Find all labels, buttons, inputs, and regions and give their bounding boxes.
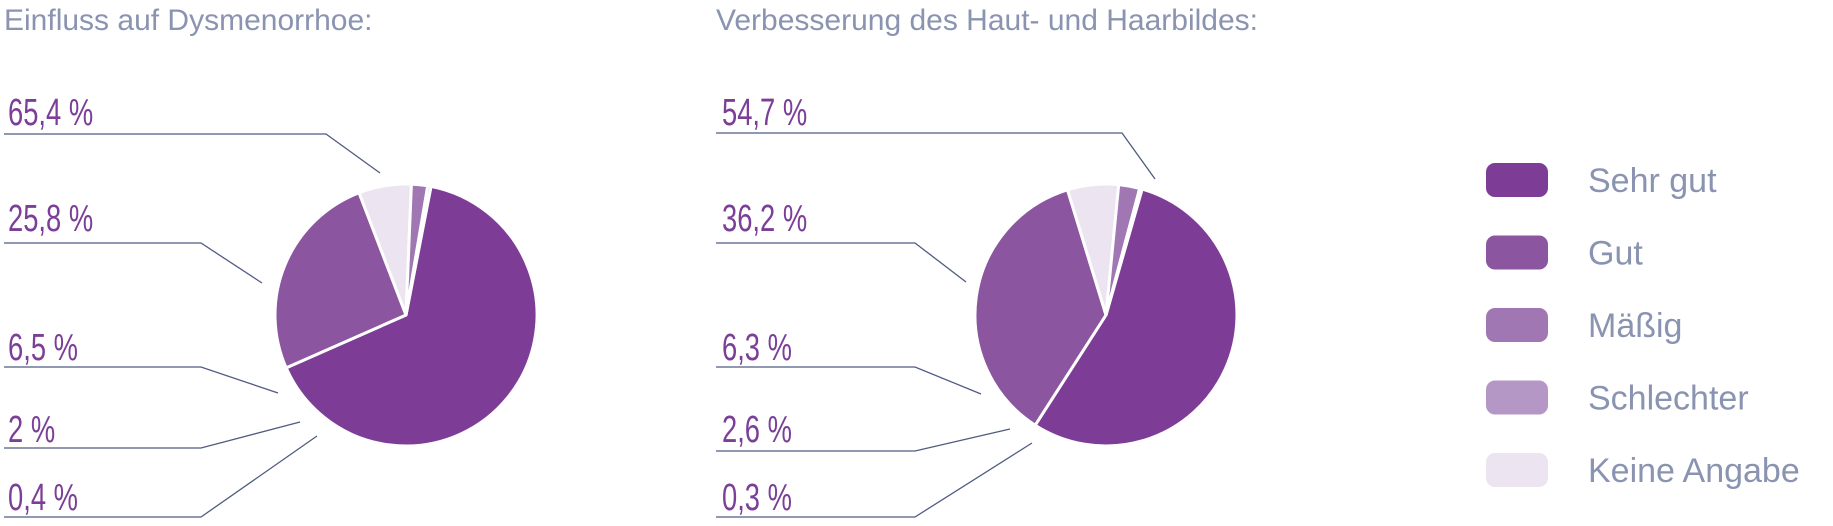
pie-slice-sehr-gut: [1033, 187, 1239, 448]
legend-label: Keine Angabe: [1588, 452, 1800, 490]
leader-line: [4, 242, 263, 284]
legend-label: Gut: [1588, 235, 1643, 273]
legend-item-sehr-gut: Sehr gut: [1486, 162, 1717, 200]
slice-value-label: 65,4 %: [8, 92, 93, 134]
slice-value-label: 2 %: [8, 409, 55, 451]
slice-value-label: 0,3 %: [722, 477, 792, 519]
leader-line: [4, 435, 318, 518]
pie-slice-sehr-gut: [284, 184, 539, 448]
leader-line: [716, 428, 1011, 452]
legend-item-keine-angabe: Keine Angabe: [1486, 452, 1800, 490]
slice-value-label: 54,7 %: [722, 92, 807, 134]
pie-slice-schlechter: [404, 184, 433, 317]
slice-value-label: 0,4 %: [8, 477, 78, 519]
legend-item-gut: Gut: [1486, 235, 1643, 273]
legend-item-schlechter: Schlechter: [1486, 380, 1749, 418]
slice-value-label: 2,6 %: [722, 409, 792, 451]
leader-line: [716, 132, 1156, 180]
leader-line: [716, 242, 967, 283]
leader-line: [716, 442, 1033, 518]
leader-line: [716, 366, 982, 395]
slice-value-label: 6,5 %: [8, 327, 78, 369]
legend-swatch: [1486, 453, 1548, 487]
legend-swatch: [1486, 235, 1548, 270]
legend-label: Sehr gut: [1588, 162, 1717, 200]
chart-title: Einfluss auf Dysmenorrhoe:: [4, 4, 373, 37]
slice-value-label: 36,2 %: [722, 198, 807, 240]
leader-line: [4, 421, 301, 449]
legend-swatch: [1486, 380, 1548, 415]
pie-slice-gut: [273, 191, 408, 370]
leader-line: [4, 133, 381, 174]
legend: Sehr gut Gut Mäßig Schlechter Keine Angabe: [1486, 162, 1800, 490]
pie-chart-haut-haarbild: Verbesserung des Haut- und Haarbildes: 5…: [716, 4, 1258, 519]
leader-line: [4, 366, 279, 394]
legend-swatch: [1486, 308, 1548, 342]
legend-item-maessig: Mäßig: [1486, 307, 1682, 345]
pie-slice-gut: [973, 188, 1108, 427]
slice-value-label: 25,8 %: [8, 198, 93, 240]
legend-label: Mäßig: [1588, 307, 1682, 345]
legend-label: Schlechter: [1588, 380, 1749, 418]
chart-title: Verbesserung des Haut- und Haarbildes:: [716, 4, 1258, 37]
pie-slice-schlechter: [1104, 186, 1144, 317]
pie-chart-dysmenorrhoe: Einfluss auf Dysmenorrhoe: 65,4 % 25,8 % 6…: [4, 4, 539, 519]
legend-swatch: [1486, 163, 1548, 197]
slice-value-label: 6,3 %: [722, 327, 792, 369]
